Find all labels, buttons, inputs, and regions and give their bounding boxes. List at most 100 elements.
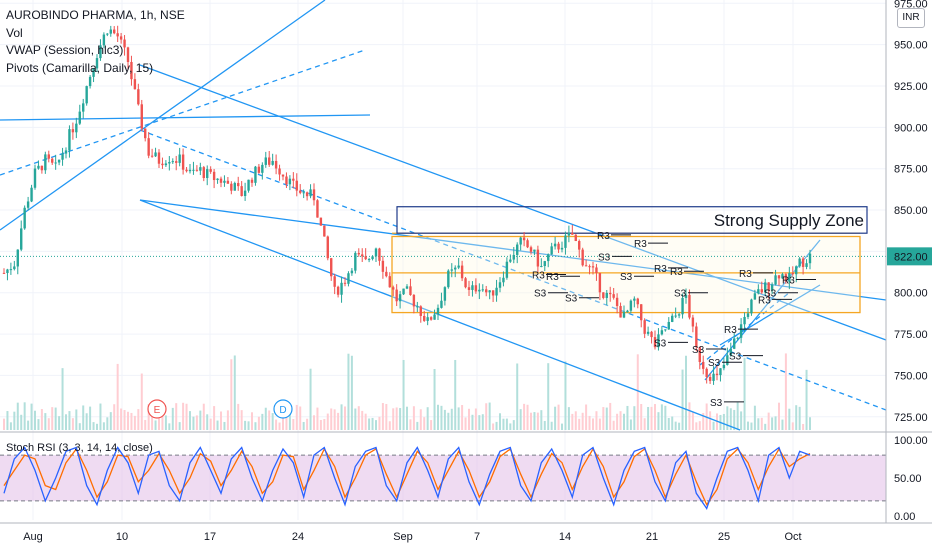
candle-body bbox=[281, 174, 285, 177]
volume-bar bbox=[16, 402, 19, 430]
volume-bar bbox=[598, 418, 601, 430]
volume-bar bbox=[722, 413, 725, 430]
supply-zone-box bbox=[396, 206, 868, 234]
candle-body bbox=[795, 266, 798, 275]
currency-button[interactable]: INR bbox=[897, 8, 925, 28]
volume-bar bbox=[13, 411, 16, 430]
candle-body bbox=[268, 157, 271, 165]
volume-bar bbox=[750, 422, 753, 430]
volume-bar bbox=[175, 403, 178, 430]
candle-body bbox=[426, 317, 429, 321]
candle-body bbox=[364, 256, 367, 260]
candle-body bbox=[388, 276, 391, 288]
candle-body bbox=[309, 189, 312, 197]
candle-body bbox=[553, 243, 557, 247]
candle-body bbox=[454, 267, 457, 270]
rsi-k-line bbox=[3, 446, 811, 510]
candle-body bbox=[2, 272, 6, 274]
volume-bar bbox=[474, 408, 477, 430]
volume-bar bbox=[409, 419, 412, 430]
volume-bar bbox=[585, 404, 588, 430]
candle-body bbox=[478, 289, 481, 292]
candle-body bbox=[285, 176, 288, 185]
volume-bar bbox=[505, 418, 508, 430]
candle-body bbox=[371, 256, 374, 260]
pivot-label: S3 bbox=[764, 289, 777, 300]
chart-legend: AUROBINDO PHARMA, 1h, NSE Vol VWAP (Sess… bbox=[6, 7, 185, 77]
candle-body bbox=[536, 249, 540, 267]
volume-bar bbox=[495, 421, 498, 430]
candle-body bbox=[491, 290, 495, 296]
price-tick-label: 950.00 bbox=[894, 40, 928, 52]
candle-body bbox=[423, 315, 426, 321]
volume-bar bbox=[461, 405, 464, 430]
symbol-title[interactable]: AUROBINDO PHARMA, 1h, NSE bbox=[6, 8, 185, 22]
volume-bar bbox=[729, 408, 732, 430]
candle-body bbox=[543, 261, 546, 267]
candle-body bbox=[150, 155, 154, 157]
trend-line bbox=[139, 64, 887, 341]
candle-body bbox=[381, 260, 385, 272]
price-tick-label: 900.00 bbox=[894, 122, 928, 134]
volume-bar bbox=[512, 420, 515, 430]
candle-body bbox=[419, 306, 422, 316]
candle-body bbox=[385, 271, 388, 277]
vwap-indicator-label[interactable]: VWAP (Session, hlc3) bbox=[6, 43, 124, 57]
candle-body bbox=[533, 249, 536, 252]
candle-body bbox=[40, 165, 44, 171]
volume-bar bbox=[726, 406, 729, 430]
trend-line bbox=[139, 199, 741, 431]
volume-bar bbox=[261, 413, 264, 430]
candle-body bbox=[760, 289, 763, 293]
volume-bar bbox=[588, 415, 591, 430]
volume-bar bbox=[667, 418, 670, 430]
vol-indicator-label[interactable]: Vol bbox=[6, 25, 23, 40]
candle-body bbox=[588, 266, 591, 268]
candle-body bbox=[254, 166, 257, 183]
volume-bar bbox=[419, 409, 422, 430]
volume-bar bbox=[54, 407, 57, 430]
volume-bar bbox=[275, 419, 278, 430]
volume-bar bbox=[554, 406, 557, 430]
volume-bar bbox=[540, 410, 543, 430]
candle-body bbox=[495, 287, 498, 296]
volume-bar bbox=[678, 422, 681, 430]
candle-body bbox=[109, 29, 112, 34]
volume-bar bbox=[747, 421, 749, 430]
volume-bar bbox=[244, 420, 247, 430]
candle-body bbox=[409, 286, 412, 295]
volume-bar bbox=[51, 407, 54, 430]
volume-bar bbox=[660, 404, 663, 430]
pivot-label: S3 bbox=[620, 272, 633, 283]
candle-body bbox=[791, 273, 794, 275]
pivots-indicator-label[interactable]: Pivots (Camarilla, Daily, 15) bbox=[6, 60, 154, 75]
candle-body bbox=[57, 159, 61, 163]
stoch-rsi-label[interactable]: Stoch RSI (3, 3, 14, 14, close) bbox=[6, 442, 153, 454]
volume-bar bbox=[654, 404, 656, 430]
price-tick-label: 875.00 bbox=[894, 164, 928, 176]
volume-bar bbox=[44, 413, 47, 430]
volume-bar bbox=[447, 412, 450, 430]
supply-zone-label: Strong Supply Zone bbox=[714, 211, 864, 230]
candle-body bbox=[82, 103, 85, 112]
volume-bar bbox=[319, 419, 322, 430]
candle-body bbox=[44, 154, 47, 171]
volume-bar bbox=[612, 420, 615, 430]
pivot-label: S3 bbox=[708, 358, 721, 369]
volume-bar bbox=[20, 414, 23, 430]
candle-body bbox=[154, 152, 157, 157]
volume-bar bbox=[254, 422, 257, 430]
volume-bar bbox=[185, 403, 188, 430]
candle-body bbox=[660, 330, 664, 335]
candle-body bbox=[650, 331, 653, 338]
candle-body bbox=[247, 179, 250, 191]
candle-body bbox=[457, 265, 460, 268]
volume-bar bbox=[671, 416, 674, 430]
volume-bar bbox=[619, 411, 622, 430]
volume-bar bbox=[798, 406, 801, 430]
price-tick-label: 925.00 bbox=[894, 81, 928, 93]
volume-bar bbox=[702, 413, 705, 430]
trend-line bbox=[0, 49, 366, 176]
candle-body bbox=[667, 321, 670, 330]
